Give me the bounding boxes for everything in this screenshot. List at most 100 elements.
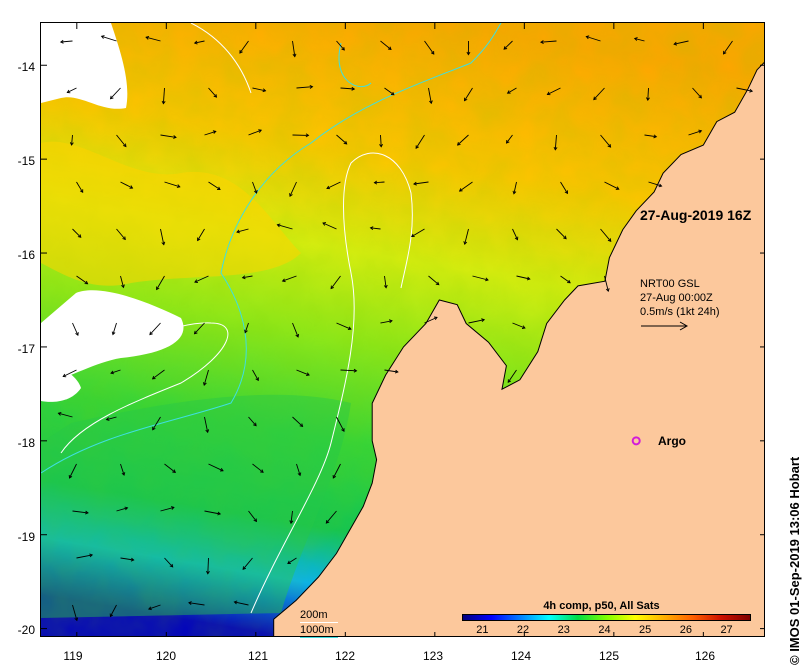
isobath-1000m (41, 23, 502, 474)
current-arrow-head (219, 468, 224, 472)
current-product: NRT00 GSL (640, 278, 700, 290)
current-arrow-head (698, 94, 702, 99)
current-arrow (340, 369, 357, 372)
current-arrow (188, 602, 205, 606)
current-arrow-head (415, 145, 420, 150)
current-arrow (101, 35, 117, 42)
current-arrow (242, 557, 253, 570)
map-frame[interactable] (40, 22, 765, 637)
current-arrow (586, 36, 601, 42)
current-arrow-head (110, 370, 114, 375)
current-arrow (164, 181, 180, 188)
current-arrow (736, 87, 753, 92)
colorbar-title: 4h comp, p50, All Sats (543, 600, 660, 612)
current-arrow-head (289, 193, 293, 197)
isobath-legend: 200m 1000m (300, 608, 338, 638)
current-arrow-head (111, 331, 116, 336)
land-mass (273, 61, 764, 636)
current-arrow-head (130, 557, 135, 562)
current-arrow-head (169, 563, 174, 568)
current-arrow (464, 228, 469, 245)
current-arrow-head (633, 37, 638, 41)
current-arrow (234, 601, 249, 606)
current-arrow-head (161, 100, 166, 105)
current-arrow (648, 181, 662, 187)
current-arrow-head (653, 134, 658, 139)
current-arrow (554, 134, 557, 150)
current-arrow (148, 604, 161, 610)
colorbar: 4h comp, p50, All Sats 21 22 23 24 25 26 27 (445, 600, 758, 636)
current-scale: 0.5m/s (1kt 24h) (640, 306, 720, 318)
current-arrow-head (605, 288, 610, 293)
current-arrow (204, 416, 209, 433)
current-arrow (252, 181, 258, 194)
current-arrow (208, 463, 224, 472)
current-arrow-head (723, 50, 727, 55)
current-arrow-head (512, 190, 517, 195)
current-arrow (336, 134, 347, 145)
current-arrow (207, 557, 209, 574)
current-arrow (464, 87, 473, 101)
current-arrow-head (507, 379, 512, 384)
current-arrow (120, 181, 133, 189)
current-arrow-head (173, 135, 177, 139)
current-arrow-head (253, 422, 257, 427)
current-arrow-head (322, 222, 327, 226)
current-arrow-head (673, 41, 678, 46)
current-arrow-head (176, 184, 181, 188)
current-arrow-head (57, 411, 62, 416)
current-arrow-head (607, 144, 612, 148)
current-arrow-head (206, 570, 210, 575)
current-arrow-head (236, 229, 240, 234)
current-arrow-head (521, 325, 526, 329)
current-arrow (69, 463, 77, 479)
current-arrow-head (75, 332, 79, 337)
sst-map[interactable] (41, 23, 765, 637)
lon-tick-label: 123 (422, 649, 444, 663)
current-arrow-head (341, 428, 345, 432)
current-arrow-head (347, 326, 352, 331)
current-arrow (340, 87, 355, 90)
current-arrow-head (205, 429, 210, 434)
current-arrow-head (170, 506, 175, 510)
current-arrow (424, 316, 438, 324)
current-arrow-head (197, 237, 201, 242)
colorbar-tick-label: 21 (476, 624, 489, 636)
current-arrow (239, 40, 249, 54)
current-arrow-head (353, 368, 358, 373)
current-arrow (556, 228, 567, 240)
lat-tick-label: -16 (17, 248, 35, 262)
current-arrow (413, 181, 429, 185)
current-arrow-head (129, 185, 134, 189)
current-arrow (204, 510, 221, 515)
current-arrow (292, 322, 299, 338)
current-arrow (593, 87, 605, 100)
current-arrow-head (369, 226, 374, 231)
current-arrow-head (79, 189, 84, 194)
current-arrow-head (244, 329, 248, 334)
current-arrow-head (258, 129, 263, 133)
current-arrow (248, 416, 257, 426)
current-arrow (252, 463, 264, 473)
current-arrow-head (100, 35, 105, 39)
current-arrow (204, 130, 216, 136)
current-arrow (512, 228, 518, 240)
current-arrow-head (193, 330, 198, 335)
current-arrow (72, 510, 89, 514)
colorbar-tick-label: 26 (679, 624, 692, 636)
current-arrow (208, 181, 221, 190)
lat-tick-label: -20 (17, 623, 35, 637)
current-arrow-head (330, 285, 335, 290)
current-arrow-head (172, 469, 176, 473)
lat-tick-label: -17 (17, 342, 35, 356)
current-arrow-head (292, 53, 297, 58)
cloud-gap (41, 366, 81, 402)
current-arrow-head (410, 233, 415, 238)
lon-tick-label: 122 (334, 649, 356, 663)
current-arrow (292, 40, 296, 57)
current-arrow (604, 181, 620, 190)
isobath-1000m (338, 42, 372, 88)
current-arrow-head (213, 94, 218, 98)
current-arrow-head (514, 236, 519, 241)
current-arrow (156, 275, 165, 290)
